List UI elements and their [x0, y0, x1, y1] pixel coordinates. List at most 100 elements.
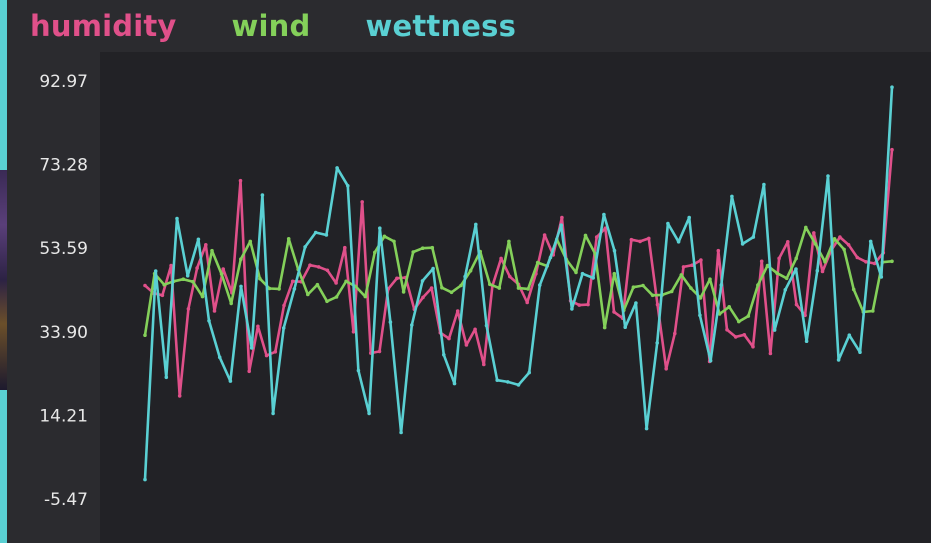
data-point-humidity: [768, 351, 773, 356]
data-point-wind: [641, 283, 645, 288]
data-point-humidity: [716, 248, 721, 253]
y-tick-label: 53.59: [39, 239, 88, 259]
data-point-humidity: [794, 302, 799, 307]
data-point-humidity: [594, 235, 599, 239]
data-point-humidity: [421, 295, 425, 300]
data-point-humidity: [186, 307, 191, 311]
data-point-wind: [162, 282, 166, 287]
data-point-humidity: [629, 237, 634, 242]
data-point-wettness: [399, 430, 403, 435]
data-point-wind: [689, 286, 693, 290]
data-point-humidity: [525, 300, 529, 305]
data-point-humidity: [508, 274, 512, 279]
data-point-wind: [267, 286, 272, 291]
data-point-wind: [468, 268, 473, 273]
data-point-humidity: [204, 243, 208, 247]
data-point-wettness: [303, 245, 307, 249]
data-point-wind: [334, 295, 339, 299]
data-point-wettness: [762, 182, 766, 187]
data-point-wettness: [847, 333, 852, 338]
y-tick-label: 92.97: [39, 72, 88, 92]
data-point-wettness: [698, 313, 702, 318]
data-point-humidity: [195, 266, 199, 270]
data-point-humidity: [733, 335, 738, 339]
data-point-wind: [708, 277, 712, 282]
data-point-humidity: [343, 245, 347, 250]
data-point-wind: [583, 233, 588, 238]
data-point-wettness: [676, 240, 681, 244]
data-point-wettness: [772, 328, 777, 332]
data-point-humidity: [681, 265, 686, 269]
data-point-wettness: [570, 307, 574, 311]
data-point-humidity: [325, 268, 330, 273]
data-point-wettness: [719, 283, 724, 287]
data-point-wettness: [346, 184, 350, 188]
data-point-wind: [286, 237, 291, 241]
data-point-humidity: [846, 243, 851, 247]
data-point-wind: [669, 289, 674, 294]
data-point-wettness: [538, 283, 542, 287]
data-point-wind: [191, 279, 195, 284]
data-point-wettness: [324, 233, 329, 237]
data-point-humidity: [360, 200, 365, 204]
data-point-wind: [842, 247, 846, 252]
data-point-humidity: [655, 302, 660, 307]
data-point-wettness: [207, 319, 211, 323]
data-point-wettness: [580, 271, 585, 276]
data-point-humidity: [212, 309, 217, 313]
data-point-wettness: [602, 212, 606, 217]
data-point-humidity: [221, 267, 225, 271]
data-point-wettness: [858, 350, 862, 355]
data-point-wind: [507, 239, 511, 244]
data-point-humidity: [664, 367, 668, 371]
data-point-wind: [258, 276, 262, 281]
data-point-humidity: [429, 286, 434, 290]
data-point-humidity: [890, 147, 894, 152]
data-point-humidity: [838, 235, 842, 239]
data-point-humidity: [864, 260, 868, 264]
data-point-wettness: [313, 230, 318, 235]
data-point-wettness: [143, 477, 147, 482]
data-point-humidity: [872, 261, 877, 266]
data-point-wettness: [463, 274, 467, 279]
data-point-wettness: [506, 380, 510, 384]
data-point-wind: [229, 301, 233, 306]
data-point-wind: [851, 287, 856, 292]
data-point-humidity: [473, 327, 477, 332]
data-point-wettness: [644, 426, 649, 431]
data-point-wind: [420, 246, 425, 250]
data-point-humidity: [143, 283, 147, 288]
data-point-humidity: [169, 263, 173, 268]
data-point-wettness: [239, 284, 243, 289]
data-point-humidity: [542, 233, 547, 237]
data-point-wind: [813, 242, 818, 246]
data-point-wettness: [815, 268, 820, 273]
data-point-wettness: [794, 267, 798, 271]
data-point-wind: [631, 285, 636, 290]
data-point-wind: [210, 248, 214, 253]
y-tick-label: 14.21: [39, 406, 88, 426]
data-point-humidity: [577, 303, 582, 307]
data-point-humidity: [282, 303, 286, 308]
data-point-wettness: [474, 222, 478, 227]
data-point-wind: [200, 294, 205, 299]
data-point-humidity: [238, 178, 243, 183]
data-point-wind: [440, 285, 444, 290]
data-point-wettness: [185, 274, 190, 278]
data-point-humidity: [699, 258, 703, 262]
data-point-humidity: [308, 263, 312, 268]
data-point-wind: [430, 245, 435, 250]
chart-series: [143, 85, 894, 482]
data-point-wettness: [175, 216, 179, 221]
y-axis-ticks: 92.97 73.28 53.59 33.90 14.21 -5.47: [39, 72, 88, 510]
data-point-humidity: [464, 343, 469, 347]
data-point-wettness: [623, 325, 627, 330]
data-point-humidity: [638, 239, 642, 244]
data-point-humidity: [647, 236, 651, 241]
data-point-humidity: [612, 310, 616, 314]
data-point-wind: [890, 259, 894, 264]
data-point-wettness: [516, 383, 521, 387]
data-point-humidity: [256, 324, 260, 329]
data-point-wind: [775, 271, 779, 276]
legend-item-humidity: humidity: [30, 9, 177, 43]
